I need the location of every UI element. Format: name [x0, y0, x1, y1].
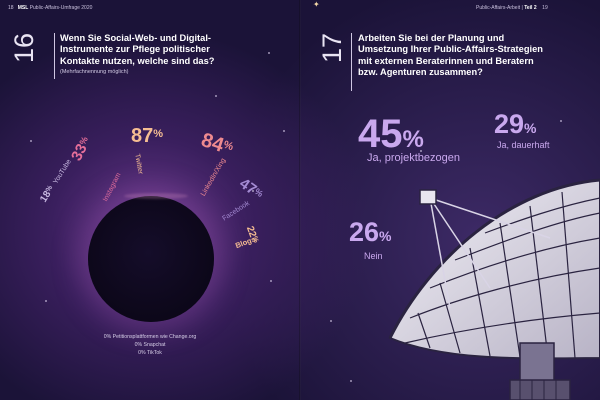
satellite-dish-illustration: [388, 178, 600, 400]
question-line: Arbeiten Sie bei der Planung und: [358, 33, 505, 43]
question-line: Kontakte nutzen, welche sind das?: [60, 55, 215, 66]
star-dot: [283, 130, 285, 132]
question-divider-16: [54, 33, 55, 79]
label-twitter: 87%: [131, 125, 164, 147]
zero-item: 0% Petitionsplattformen wie Change.org: [103, 334, 197, 340]
name-twitter: Twitter: [133, 153, 144, 175]
planet-highlight: [124, 193, 188, 199]
stat-dauerhaft: 29%: [494, 109, 537, 139]
zero-item: 0% Snapchat: [134, 342, 166, 348]
name-instagram: Instagram: [102, 171, 123, 203]
stat-label: Nein: [364, 251, 383, 261]
name-youtube: YouTube: [52, 158, 73, 186]
question-number-17: 17: [317, 32, 347, 64]
name-linkedin: LinkedIn/Xing: [199, 157, 228, 198]
question-line: bzw. Agenturen zusammen?: [358, 66, 483, 77]
dark-planet-graphic: [88, 196, 214, 322]
question-note-16: (Mehrfachnennung möglich): [60, 69, 129, 75]
right-header-part: Teil 2: [524, 5, 537, 11]
star-dot: [252, 190, 254, 192]
star-dot: [268, 52, 270, 54]
stat-nein: 26%: [349, 217, 392, 247]
stat-value: 29: [494, 109, 525, 139]
question-text-17: Arbeiten Sie bei der Planung und Umsetzu…: [358, 33, 543, 78]
stat-label: Ja, dauerhaft: [497, 140, 550, 150]
stat-value: 45: [358, 112, 403, 156]
star-decoration: ✦: [313, 0, 320, 9]
question-line: Wenn Sie Social-Web- und Digital-: [60, 33, 211, 43]
right-header-title: Public-Affairs-Arbeit: [476, 5, 521, 11]
label-instagram: 33%: [68, 134, 91, 164]
star-dot: [330, 320, 332, 322]
star-dot: [420, 150, 422, 152]
stat-projektbezogen: 45%: [358, 112, 424, 156]
zero-item: 0% TikTok: [138, 350, 162, 356]
name-facebook: Facebook: [221, 199, 251, 223]
value-linkedin: 84: [198, 129, 227, 157]
star-dot: [350, 380, 352, 382]
left-header-title: Public-Affairs-Umfrage 2020: [29, 5, 93, 11]
star-dot: [30, 140, 32, 142]
header-separator: |: [521, 5, 523, 11]
value-twitter: 87: [131, 125, 154, 147]
right-page-number: 19: [542, 5, 548, 11]
left-page-header: 18 MSL Public-Affairs-Umfrage 2020: [8, 5, 92, 11]
right-page-header: Public-Affairs-Arbeit | Teil 2 19: [476, 5, 548, 11]
star-dot: [45, 300, 47, 302]
question-line: mit externen Beraterinnen und Beratern: [358, 55, 534, 66]
star-dot: [270, 280, 272, 282]
question-divider-17: [351, 33, 352, 91]
label-linkedin-name: LinkedIn/Xing: [193, 153, 230, 199]
stat-value: 26: [349, 217, 380, 247]
star-dot: [215, 95, 217, 97]
question-text-16: Wenn Sie Social-Web- und Digital- Instru…: [60, 33, 214, 67]
page-fold: [299, 0, 301, 400]
left-page-number: 18: [8, 5, 14, 11]
brand-name: MSL: [17, 5, 29, 11]
stat-label: Ja, projektbezogen: [367, 152, 460, 164]
question-line: Instrumente zur Pflege politischer: [60, 44, 210, 55]
label-twitter-name: Twitter: [130, 152, 151, 175]
label-youtube: 18% YouTube: [38, 158, 73, 205]
star-dot: [560, 120, 562, 122]
question-line: Umsetzung Ihrer Public-Affairs-Strategie…: [358, 44, 543, 55]
label-instagram-name: Instagram: [95, 168, 125, 204]
question-number-16: 16: [9, 32, 39, 64]
